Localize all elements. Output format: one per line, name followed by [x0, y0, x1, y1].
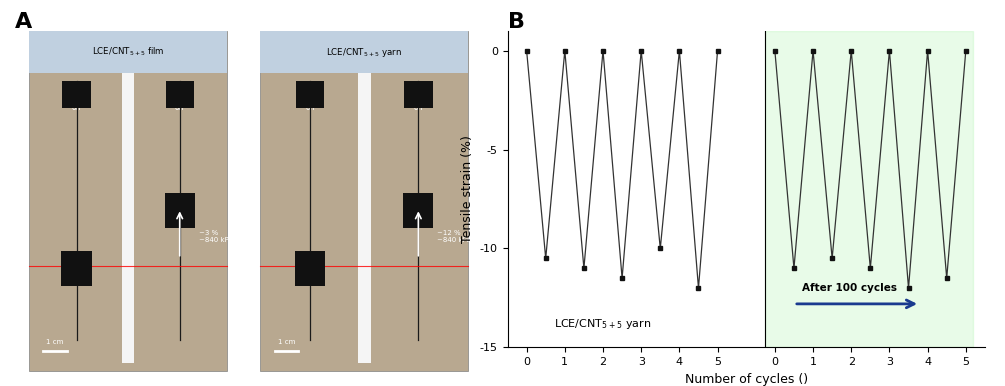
Text: Power
on: Power on	[168, 93, 191, 112]
Bar	[165, 193, 195, 228]
Bar	[166, 81, 194, 108]
Bar	[404, 81, 432, 108]
Text: ~3 %
~840 kPa: ~3 % ~840 kPa	[199, 230, 232, 243]
Text: Power
on: Power on	[407, 93, 430, 112]
Bar	[62, 81, 90, 108]
Text: LCE/CNT$_{5+5}$ film: LCE/CNT$_{5+5}$ film	[91, 46, 165, 58]
Text: ~12 %
~840 kPa: ~12 % ~840 kPa	[437, 230, 471, 243]
Text: B: B	[508, 12, 525, 32]
Y-axis label: Tensile strain (%): Tensile strain (%)	[461, 135, 474, 243]
Bar	[403, 193, 433, 228]
Text: 1 cm: 1 cm	[46, 339, 63, 345]
Text: LCE/CNT$_{5+5}$ yarn: LCE/CNT$_{5+5}$ yarn	[555, 317, 651, 331]
Bar	[260, 31, 468, 73]
Bar	[61, 251, 91, 286]
Bar	[296, 81, 325, 108]
Bar	[260, 31, 468, 371]
Text: A: A	[15, 12, 32, 32]
Text: After 100 cycles: After 100 cycles	[802, 283, 896, 293]
Bar	[766, 31, 974, 347]
Text: LCE/CNT$_{5+5}$ yarn: LCE/CNT$_{5+5}$ yarn	[327, 46, 402, 59]
Text: Power
off: Power off	[298, 93, 322, 112]
Text: Power
off: Power off	[65, 93, 88, 112]
Text: 1 cm: 1 cm	[277, 339, 295, 345]
Bar	[123, 73, 134, 363]
X-axis label: Number of cycles (): Number of cycles ()	[684, 372, 808, 386]
Bar	[295, 251, 326, 286]
Bar	[29, 31, 227, 371]
Bar	[29, 31, 227, 73]
Bar	[358, 73, 371, 363]
